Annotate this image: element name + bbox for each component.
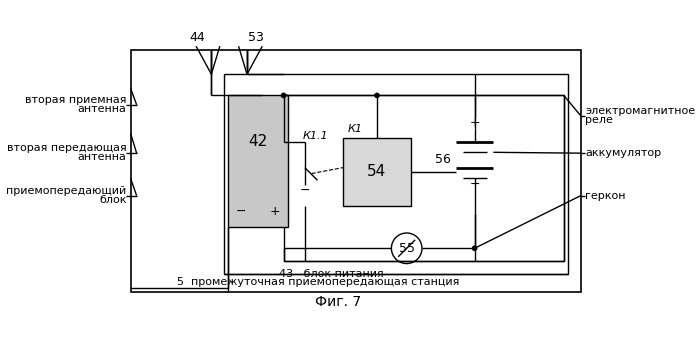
Bar [283, 95, 564, 261]
Text: −: − [469, 178, 480, 191]
Text: 54: 54 [367, 165, 387, 179]
Text: К1.1: К1.1 [303, 131, 329, 141]
Text: геркон: геркон [585, 190, 625, 201]
Text: 44: 44 [189, 31, 205, 44]
Text: −: − [299, 184, 310, 197]
Text: +: + [469, 116, 480, 129]
Text: аккумулятор: аккумулятор [585, 148, 661, 158]
Text: вторая приемная: вторая приемная [25, 95, 126, 105]
Bar [343, 138, 411, 206]
Text: 43   блок питания: 43 блок питания [279, 269, 384, 279]
Text: антенна: антенна [77, 153, 126, 162]
Text: вторая передающая: вторая передающая [7, 143, 126, 153]
Text: −: − [236, 205, 246, 218]
Text: блок: блок [99, 195, 126, 205]
Text: реле: реле [585, 115, 613, 125]
Text: приемопередающий: приемопередающий [6, 185, 126, 196]
Text: антенна: антенна [77, 104, 126, 114]
Text: 42: 42 [248, 134, 268, 149]
Circle shape [375, 93, 379, 97]
Circle shape [281, 93, 285, 97]
Text: 53: 53 [248, 31, 265, 44]
Text: К1: К1 [347, 124, 362, 134]
Text: 56: 56 [435, 153, 451, 166]
Text: 5  промежуточная приемопередающая станция: 5 промежуточная приемопередающая станция [177, 277, 460, 287]
Text: +: + [269, 205, 281, 218]
Bar [224, 74, 568, 274]
Text: электромагнитное: электромагнитное [585, 106, 695, 116]
Text: Фиг. 7: Фиг. 7 [315, 295, 361, 310]
Bar [131, 50, 581, 292]
Bar [228, 95, 288, 227]
Circle shape [473, 246, 477, 250]
Text: 55: 55 [399, 242, 415, 255]
